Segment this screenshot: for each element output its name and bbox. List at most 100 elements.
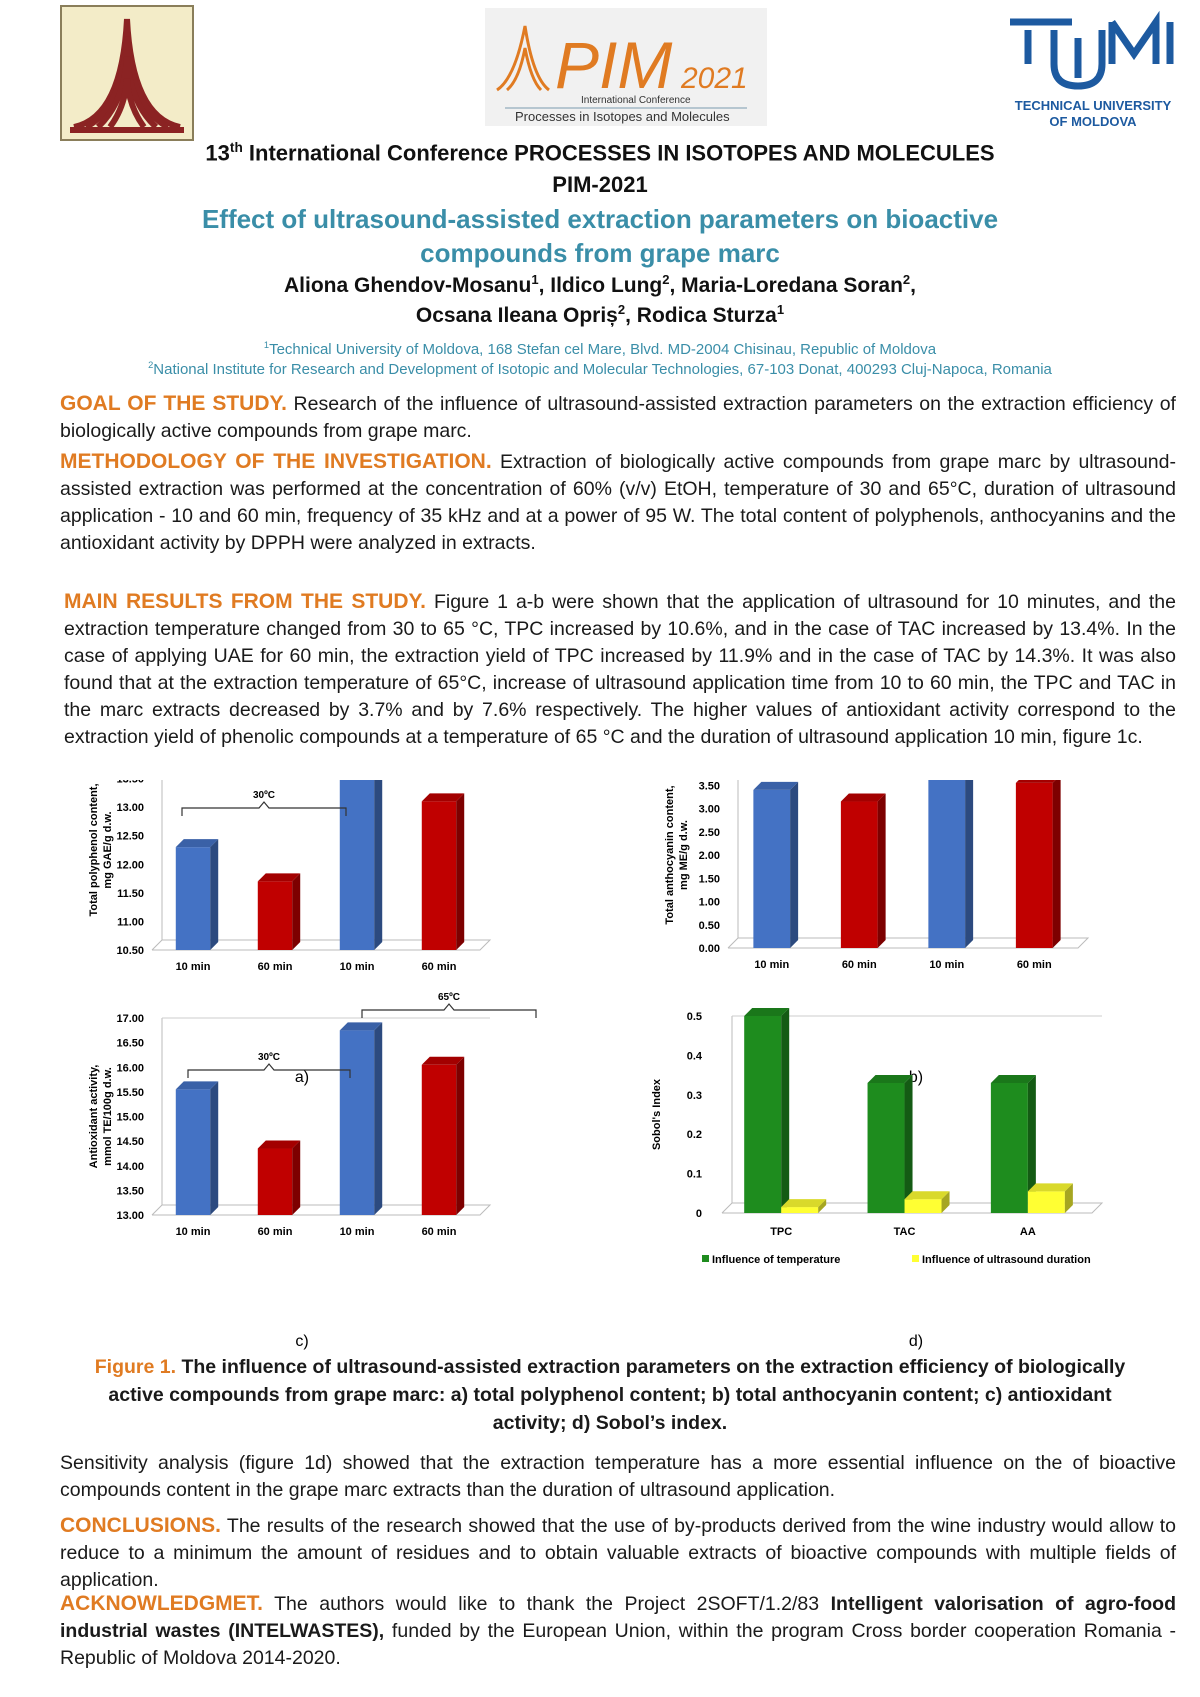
bar-ultrasound-side [818, 1199, 827, 1213]
triangle-arcs-logo-icon [70, 18, 184, 133]
y-tick-label: 12.50 [116, 831, 144, 843]
chart-sobol: 0 0.1 0.2 0.3 0.4 0.5 TPC TAC AA Sobol's Index Inf… [651, 1008, 1104, 1266]
chart-back-wall-left [151, 780, 163, 951]
legend-swatch [912, 1255, 919, 1262]
bar-side [456, 1056, 465, 1215]
group-brace [181, 801, 347, 816]
group-brace [187, 1063, 351, 1078]
bar [928, 780, 966, 948]
y-tick-label: 13.00 [116, 1210, 144, 1222]
bar [421, 1064, 457, 1215]
pim-logo-sub1: International Conference [581, 95, 691, 106]
x-tick-label: 60 min [258, 1226, 293, 1238]
y-tick-label: 11.00 [117, 916, 144, 928]
y-tick-label: 1.00 [699, 897, 720, 909]
legend-label: Influence of ultrasound duration [922, 1254, 1091, 1266]
x-tick-label: TPC [770, 1226, 792, 1238]
bar [257, 881, 293, 950]
bar [257, 1148, 293, 1215]
bar-top [175, 1081, 219, 1090]
bar-side [965, 780, 974, 948]
bar-temperature-side [1027, 1074, 1036, 1213]
group-brace [361, 1003, 537, 1018]
bar-top [421, 793, 465, 802]
bar-ultrasound-top [904, 1191, 950, 1200]
bar-ultrasound-side [1064, 1183, 1073, 1213]
y-tick-label: 0.3 [687, 1090, 702, 1102]
bar-top [840, 793, 886, 802]
y-tick-label: 0.5 [687, 1011, 702, 1023]
authors-line1: Aliona Ghendov-Mosanu1, Ildico Lung2, Ma… [284, 272, 916, 297]
bar-side [374, 780, 383, 950]
bar-temperature [990, 1082, 1028, 1213]
y-tick-label: 0.2 [687, 1129, 702, 1141]
y-axis-label-line1: Total polyphenol content, [88, 783, 100, 916]
y-tick-label: 12.00 [116, 859, 144, 871]
bar-top [753, 781, 799, 790]
chart-floor [728, 937, 1090, 949]
bar-side [1052, 780, 1061, 948]
bar-top [257, 873, 301, 882]
group-label: 65ºC [438, 992, 460, 1003]
y-tick-label: 3.00 [699, 804, 720, 816]
x-tick-label: 60 min [422, 1226, 457, 1238]
affiliation-1: 1Technical University of Moldova, 168 St… [263, 340, 937, 358]
bar-top [339, 1022, 383, 1031]
bar-ultrasound [1027, 1191, 1065, 1213]
bar-temperature-top [744, 1008, 790, 1016]
y-tick-label: 0.1 [687, 1169, 702, 1181]
bar [421, 801, 457, 950]
pim-logo-text: PIM [555, 28, 672, 102]
tum-line2: OF MOLDOVA [1049, 114, 1137, 129]
bar-temperature [744, 1016, 782, 1213]
y-tick-label: 14.00 [116, 1161, 144, 1173]
bar [840, 801, 878, 948]
x-tick-label: 10 min [754, 959, 789, 971]
bar [175, 847, 211, 950]
y-tick-label: 15.50 [116, 1087, 144, 1099]
y-axis-label: Total polyphenol content, mg GAE/g d.w. [88, 783, 114, 916]
y-tick-label: 13.50 [116, 1185, 144, 1197]
bar-ultrasound [904, 1199, 942, 1213]
x-tick-label: 10 min [340, 1226, 375, 1238]
y-axis-label-line2: mmol TE/100g d.w. [102, 1067, 114, 1166]
sensitivity-paragraph: Sensitivity analysis (figure 1d) showed … [60, 1452, 1176, 1501]
institution-logo-left [60, 5, 194, 141]
x-tick-label: 10 min [929, 959, 964, 971]
y-axis-label-line1: Antioxidant activity, [88, 1065, 100, 1169]
x-tick-label: AA [1020, 1226, 1036, 1238]
y-tick-label: 2.00 [699, 850, 720, 862]
acknowledgment-section: ACKNOWLEDGMET. The authors would like to… [60, 1592, 1177, 1669]
bar-ultrasound [781, 1207, 819, 1213]
y-tick-label: 17.00 [116, 1013, 144, 1025]
conference-title: 13th International Conference PROCESSES … [205, 140, 995, 166]
x-tick-label: 60 min [422, 961, 457, 973]
bar-temperature-top [867, 1074, 913, 1083]
x-tick-label: 60 min [842, 959, 877, 971]
legend-label: Influence of temperature [712, 1254, 840, 1266]
y-axis-label: Total anthocyanin content, mg ME/g d.w. [664, 785, 690, 924]
y-tick-label: 10.50 [116, 945, 144, 957]
figure-caption: Figure 1. The influence of ultrasound-as… [94, 1356, 1126, 1434]
bar-temperature-top [990, 1074, 1036, 1083]
y-axis-label: Sobol's Index [651, 1078, 663, 1150]
bar-ultrasound-top [1027, 1183, 1073, 1192]
bar-temperature [867, 1082, 905, 1213]
chart-back-wall-left [727, 780, 739, 949]
bar-side [210, 839, 219, 950]
y-tick-label: 11.50 [117, 888, 144, 900]
y-tick-label: 1.50 [699, 873, 720, 885]
conference-acronym: PIM-2021 [552, 172, 648, 197]
pim2021-logo: PIM 2021 International Conference Proces… [485, 8, 767, 126]
x-tick-label: 60 min [1017, 959, 1052, 971]
conclusions-section: CONCLUSIONS. The results of the research… [60, 1514, 1176, 1591]
pim-logo-year: 2021 [680, 62, 748, 95]
y-tick-label: 15.00 [116, 1112, 144, 1124]
bar [1015, 782, 1053, 948]
x-tick-label: TAC [894, 1226, 916, 1238]
bar-side [877, 793, 886, 948]
chart-floor [152, 939, 492, 951]
chart-polyphenol: 10.5011.0011.5012.0012.5013.0013.5014.00… [88, 780, 492, 973]
chart-back-wall-left [151, 1018, 163, 1216]
